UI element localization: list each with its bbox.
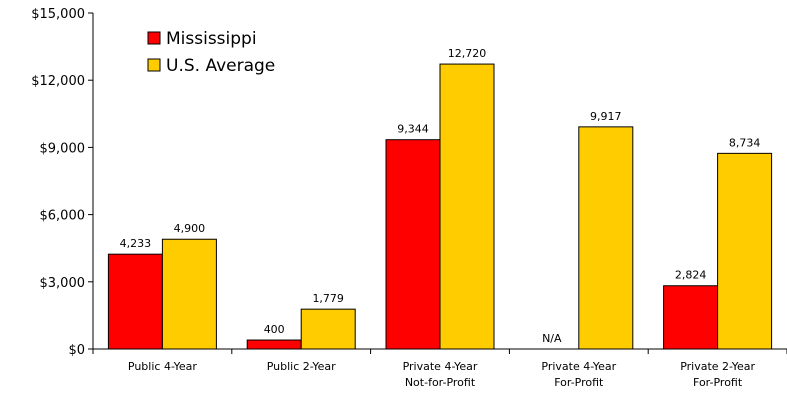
bar-us-average bbox=[300, 308, 356, 350]
x-category-label: Private 4-Year bbox=[541, 360, 616, 373]
x-category-label: For-Profit bbox=[693, 376, 743, 389]
x-category-label: Private 2-Year bbox=[680, 360, 755, 373]
bar-mississippi bbox=[385, 139, 441, 350]
bar-us-average bbox=[161, 238, 217, 350]
y-tick-label: $9,000 bbox=[40, 141, 86, 156]
x-category-label: Public 4-Year bbox=[128, 360, 197, 373]
bar-mississippi bbox=[107, 253, 163, 350]
labels: 4,233 4,900 400 1,779 9,344 12,720 N/A 9,917 2,8… bbox=[120, 47, 761, 345]
data-label-na: N/A bbox=[542, 332, 562, 345]
legend-swatch-mississippi bbox=[147, 31, 161, 45]
data-label: 4,900 bbox=[174, 222, 206, 235]
axes: $0 $3,000 $6,000 $9,000 $12,000 $15,000 Public… bbox=[31, 7, 787, 389]
data-label: 4,233 bbox=[120, 237, 152, 250]
legend-swatch-us-average bbox=[147, 58, 161, 72]
legend-label: U.S. Average bbox=[166, 56, 275, 76]
y-tick-label: $15,000 bbox=[31, 7, 85, 22]
y-tick-label: $3,000 bbox=[40, 276, 86, 291]
bars bbox=[107, 63, 773, 350]
x-category-label: Not-for-Profit bbox=[405, 376, 476, 389]
data-label: 12,720 bbox=[448, 47, 487, 60]
y-tick-label: $0 bbox=[68, 343, 85, 358]
data-label: 2,824 bbox=[675, 269, 707, 282]
x-category-label: For-Profit bbox=[554, 376, 604, 389]
data-label: 8,734 bbox=[729, 136, 761, 149]
legend: Mississippi U.S. Average bbox=[147, 29, 275, 76]
y-tick-label: $6,000 bbox=[40, 209, 86, 224]
data-label: 9,917 bbox=[590, 110, 622, 123]
legend-label: Mississippi bbox=[166, 29, 257, 49]
bar-us-average bbox=[578, 126, 634, 350]
bar-mississippi bbox=[246, 339, 302, 350]
x-category-label: Private 4-Year bbox=[403, 360, 478, 373]
data-label: 9,344 bbox=[397, 123, 429, 136]
x-category-label: Public 2-Year bbox=[267, 360, 336, 373]
data-label: 1,779 bbox=[312, 292, 344, 305]
data-label: 400 bbox=[264, 323, 285, 336]
y-tick-label: $12,000 bbox=[31, 74, 85, 89]
bar-us-average bbox=[439, 63, 495, 350]
bar-mississippi bbox=[663, 285, 719, 350]
bar-us-average bbox=[717, 152, 773, 350]
